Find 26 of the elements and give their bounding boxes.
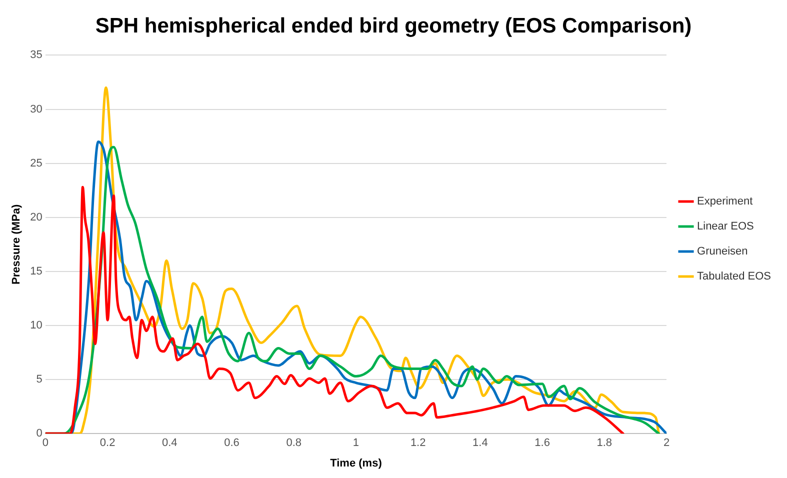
x-tick-label: 0.4 — [162, 437, 178, 450]
legend-label: Gruneisen — [697, 246, 748, 258]
legend-label: Experiment — [697, 196, 753, 208]
chart-title: SPH hemispherical ended bird geometry (EOS Comparison) — [95, 14, 692, 38]
x-axis-title: Time (ms) — [330, 457, 382, 470]
y-tick-label: 25 — [30, 157, 42, 170]
x-tick-label: 0.2 — [100, 437, 116, 450]
y-tick-label: 15 — [30, 265, 42, 278]
x-tick-label: 1 — [352, 437, 360, 450]
y-axis-title: Pressure (MPa) — [10, 204, 23, 284]
y-tick-label: 20 — [30, 211, 42, 224]
x-tick-label: 1.2 — [410, 437, 426, 450]
x-tick-label: 1.6 — [534, 437, 550, 450]
x-tick-label: 1.4 — [472, 437, 488, 450]
y-tick-label: 10 — [30, 320, 42, 332]
legend-label: Linear EOS — [697, 220, 754, 233]
x-tick-label: 0.8 — [286, 437, 302, 450]
x-tick-label: 0.6 — [224, 437, 240, 450]
legend-label: Tabulated EOS — [697, 270, 772, 283]
y-tick-label: 35 — [30, 49, 42, 62]
x-tick-label: 2 — [663, 437, 670, 450]
y-tick-label: 5 — [36, 374, 42, 386]
y-tick-label: 30 — [30, 103, 42, 116]
line-series — [45, 186, 624, 434]
x-tick-label: 1.8 — [596, 437, 612, 450]
y-tick-label: 0 — [36, 428, 42, 440]
